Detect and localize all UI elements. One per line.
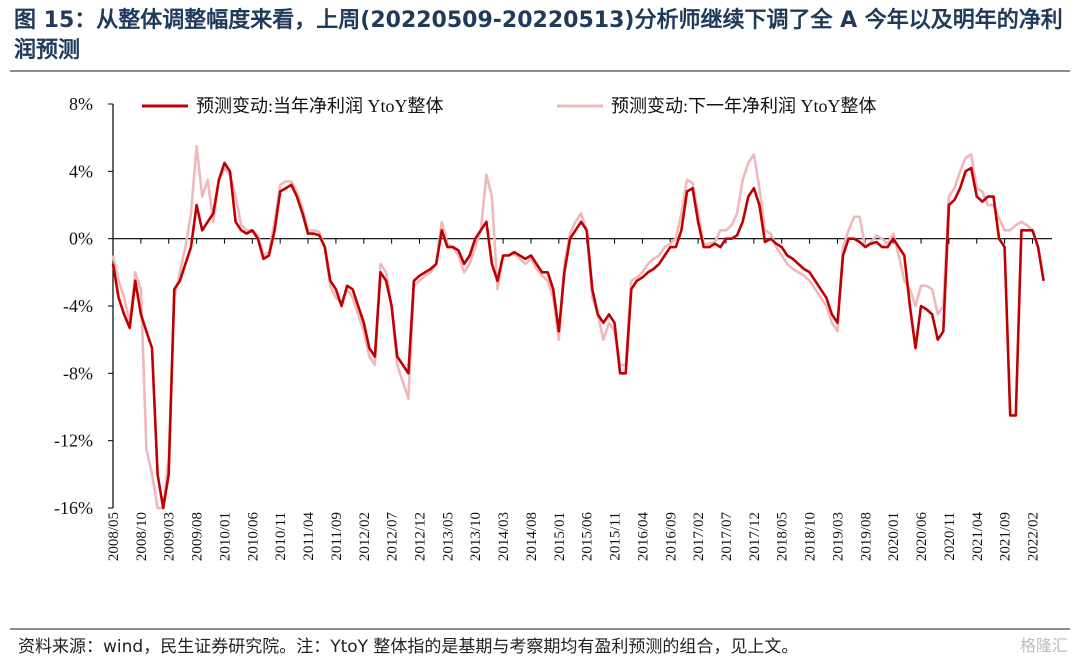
title-divider [10,70,1070,72]
x-tick-label: 2021/09 [998,512,1014,561]
x-tick-label: 2016/09 [663,512,679,561]
watermark: 格隆汇 [1019,636,1068,655]
x-tick-label: 2014/03 [496,512,512,561]
x-tick-label: 2012/12 [412,512,428,561]
y-tick-label: -4% [63,296,93,316]
x-tick-label: 2008/10 [134,512,150,561]
x-tick-label: 2020/06 [914,512,930,562]
x-tick-label: 2011/09 [329,512,345,561]
chart-series [111,144,1045,510]
x-tick-label: 2010/01 [217,512,233,561]
chart-axes: 8% 4% 0% -4% -8% -12% -16% 2008/05 2008/10 2009/0… [54,94,1052,561]
series-line-0 [111,161,1045,510]
x-tick-label: 2011/04 [301,512,317,561]
y-tick-label: -16% [54,498,93,518]
x-tick-label: 2010/06 [245,512,261,562]
x-tick-label: 2021/04 [970,512,986,562]
chart-svg: 8% 4% 0% -4% -8% -12% -16% 2008/05 2008/10 2009/0… [54,94,1052,561]
x-tick-label: 2019/08 [858,512,874,561]
y-tick-label: 0% [69,229,93,249]
x-tick-label: 2009/08 [190,512,206,561]
y-tick-label: 4% [69,161,93,181]
x-tick-label: 2009/03 [162,512,178,561]
x-tick-label: 2012/02 [357,512,373,561]
x-tick-label: 2013/10 [468,512,484,561]
source-note: 资料来源：wind，民生证券研究院。注：YtoY 整体指的是基期与考察期均有盈利… [18,637,799,657]
x-tick-label: 2022/02 [1025,512,1041,561]
x-tick-label: 2015/11 [608,512,624,561]
legend-label-0: 预测变动:当年净利润 YtoY整体 [196,96,444,116]
x-tick-label: 2008/05 [106,512,122,561]
x-tick-label: 2019/03 [830,512,846,561]
x-tick-label: 2020/11 [942,512,958,561]
x-tick-label: 2018/10 [803,512,819,561]
x-tick-label: 2020/01 [886,512,902,561]
footer-divider [10,628,1070,630]
x-tick-label: 2014/08 [524,512,540,561]
y-tick-label: 8% [69,94,93,114]
x-tick-label: 2018/05 [775,512,791,561]
x-tick-label: 2016/04 [635,512,651,562]
x-tick-label: 2017/12 [747,512,763,561]
x-tick-label: 2017/07 [719,512,735,562]
chart-title: 图 15：从整体调整幅度来看，上周(20220509-20220513)分析师继… [14,8,1063,63]
y-tick-label: -12% [54,431,93,451]
x-tick-label: 2013/05 [440,512,456,561]
chart-legend: 预测变动:当年净利润 YtoY整体 预测变动:下一年净利润 YtoY整体 [142,96,877,116]
x-tick-label: 2015/01 [552,512,568,561]
x-tick-label: 2010/11 [273,512,289,561]
series-line-1 [111,144,1045,510]
x-tick-label: 2012/07 [385,512,401,562]
x-tick-label: 2015/06 [580,512,596,562]
y-tick-label: -8% [63,363,93,383]
x-tick-label: 2017/02 [691,512,707,561]
legend-label-1: 预测变动:下一年净利润 YtoY整体 [611,96,877,116]
